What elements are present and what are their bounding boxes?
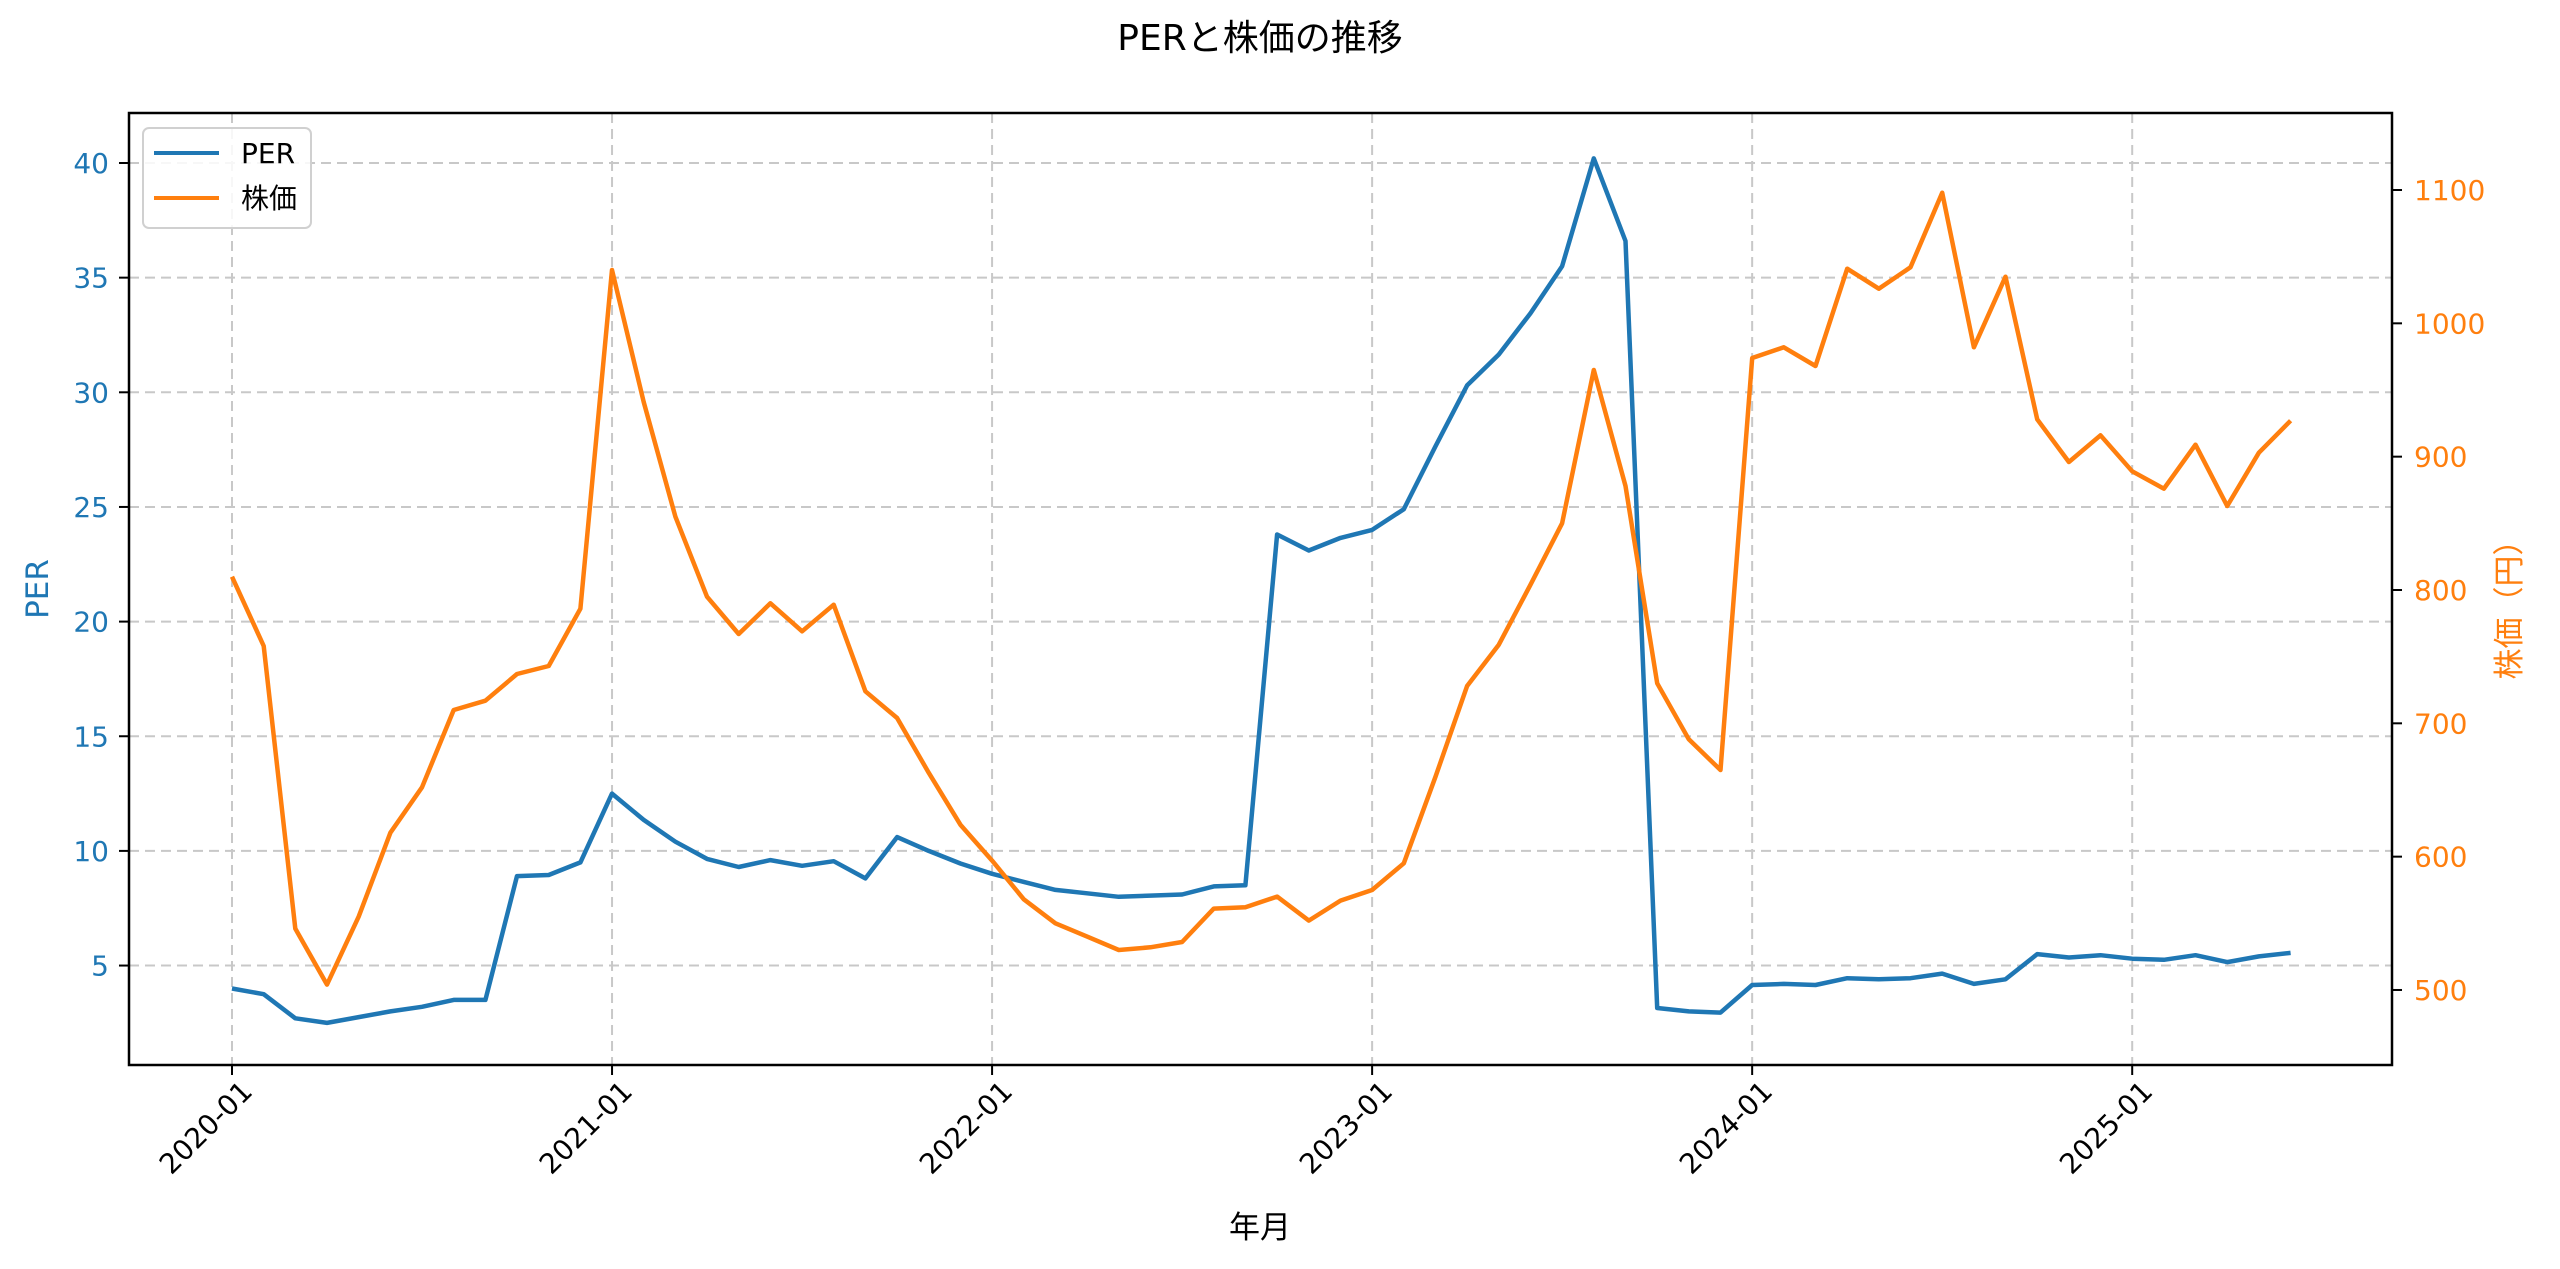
left-tick-label: 35 (73, 262, 109, 295)
series-lines (229, 156, 2293, 1026)
right-tick-label: 1000 (2414, 307, 2485, 340)
x-axis-label: 年月 (1229, 1210, 1291, 1246)
right-tick-label: 600 (2414, 841, 2467, 874)
left-tick-label: 20 (73, 606, 109, 639)
left-tick-label: 5 (91, 950, 109, 983)
left-tick-label: 25 (73, 491, 109, 524)
left-tick-label: 10 (73, 835, 109, 868)
series-line-price (229, 190, 2293, 987)
legend-label-per: PER (241, 137, 295, 170)
left-tick-label: 40 (73, 147, 109, 180)
right-tick-label: 1100 (2414, 174, 2485, 207)
x-tick-label: 2022-01 (913, 1075, 1019, 1181)
x-tick-label: 2020-01 (153, 1075, 259, 1181)
left-y-axis: 5 10 15 20 25 30 35 40 (73, 147, 129, 983)
series-line-per (231, 156, 2291, 1026)
right-y-axis: 500 600 700 800 900 1000 1100 (2392, 174, 2485, 1007)
legend-label-price: 株価 (241, 182, 297, 215)
x-axis: 2020-01 2021-01 2022-01 2023-01 2024-01 2025-… (153, 1065, 2159, 1181)
right-tick-label: 900 (2414, 441, 2467, 474)
x-tick-label: 2023-01 (1293, 1075, 1399, 1181)
legend: PER 株価 (142, 127, 312, 229)
right-axis-label: 株価（円） (2492, 525, 2528, 680)
plot-frame (127, 111, 2394, 1067)
x-tick-label: 2025-01 (2053, 1075, 2159, 1181)
left-tick-label: 30 (73, 376, 109, 409)
right-tick-label: 800 (2414, 574, 2467, 607)
left-tick-label: 15 (73, 720, 109, 753)
left-axis-label: PER (20, 559, 56, 619)
right-tick-label: 700 (2414, 707, 2467, 740)
x-tick-label: 2021-01 (533, 1075, 639, 1181)
grid-lines (129, 113, 2392, 1065)
x-tick-label: 2024-01 (1673, 1075, 1779, 1181)
right-tick-label: 500 (2414, 974, 2467, 1007)
chart-title: PERと株価の推移 (1117, 18, 1402, 59)
